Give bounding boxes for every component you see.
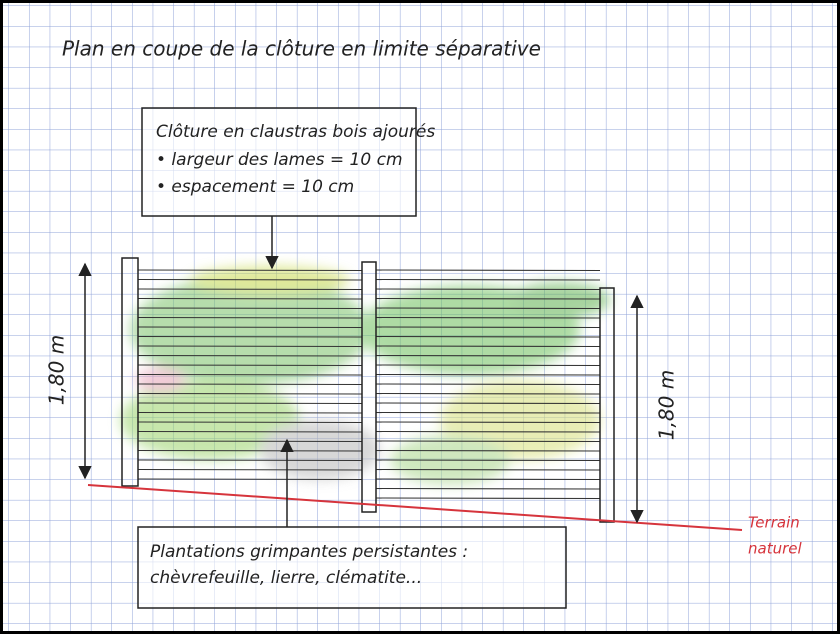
slat [137, 269, 363, 272]
slat [137, 373, 363, 376]
slat [137, 383, 363, 386]
slat [137, 421, 363, 424]
fence-post [361, 261, 377, 513]
slat [375, 335, 601, 338]
slat [375, 269, 601, 272]
slat [137, 440, 363, 443]
slat [375, 487, 601, 490]
note-box [137, 526, 567, 609]
slat [137, 278, 363, 281]
slat [375, 468, 601, 471]
slat [137, 364, 363, 367]
slat [375, 478, 601, 481]
slat [375, 402, 601, 405]
note-line: Plantations grimpantes persistantes : [150, 542, 468, 562]
slat [137, 402, 363, 405]
note-line: chèvrefeuille, lierre, clématite... [150, 568, 422, 588]
slat [137, 335, 363, 338]
slat [375, 459, 601, 462]
note-line: Clôture en claustras bois ajourés [156, 122, 435, 142]
height-label: 1,80 m [45, 335, 69, 405]
slat [137, 478, 363, 481]
slat [137, 449, 363, 452]
slat [137, 326, 363, 329]
slat [375, 307, 601, 310]
slat [375, 278, 601, 281]
slat [375, 430, 601, 433]
height-label: 1,80 m [655, 370, 679, 440]
slat [375, 383, 601, 386]
slat [375, 288, 601, 291]
slat [375, 497, 601, 500]
slat [375, 392, 601, 395]
slat [137, 354, 363, 357]
slat [137, 345, 363, 348]
slat [375, 373, 601, 376]
slat [375, 449, 601, 452]
slat [137, 297, 363, 300]
slat [375, 354, 601, 357]
slat [137, 307, 363, 310]
fence-slats [137, 269, 601, 500]
slat [375, 345, 601, 348]
note-box [141, 107, 417, 217]
fence-post [599, 287, 615, 523]
note-line: • espacement = 10 cm [156, 177, 354, 197]
slat [375, 297, 601, 300]
slat [375, 440, 601, 443]
note-line: • largeur des lames = 10 cm [156, 150, 403, 170]
slat [375, 364, 601, 367]
slat [137, 288, 363, 291]
slat [375, 421, 601, 424]
slat [137, 392, 363, 395]
vegetation [120, 266, 610, 485]
slat [375, 411, 601, 414]
ground-label: Terrain [748, 514, 800, 532]
slat [375, 316, 601, 319]
title: Plan en coupe de la clôture en limite sé… [62, 37, 541, 61]
slat [375, 326, 601, 329]
slat [137, 459, 363, 462]
fence-post [121, 257, 139, 487]
slat [137, 411, 363, 414]
slat [137, 430, 363, 433]
slat [137, 468, 363, 471]
slat [137, 316, 363, 319]
ground-label: naturel [748, 540, 802, 558]
